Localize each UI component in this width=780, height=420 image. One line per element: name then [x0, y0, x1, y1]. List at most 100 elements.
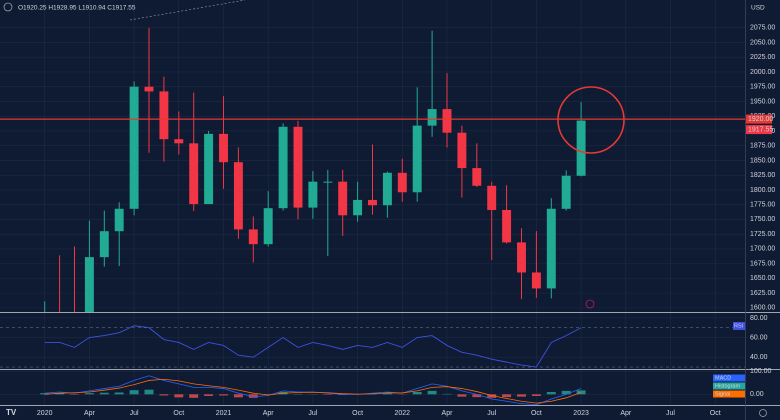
histogram-bar [204, 394, 214, 396]
histogram-bar [546, 392, 556, 395]
histogram-bar [174, 394, 184, 398]
y-tick-label: 80.00 [750, 315, 768, 322]
settings-icon[interactable] [759, 409, 767, 417]
candle-body [278, 126, 288, 209]
y-tick-label: 1625.00 [750, 290, 775, 297]
histogram-bar [502, 394, 512, 398]
candle-body [174, 139, 184, 144]
x-tick-label: Apr [620, 410, 632, 417]
legend-swatch [713, 382, 745, 390]
candle-body [144, 86, 154, 92]
indicator-panes [0, 325, 745, 406]
candle-body [576, 120, 586, 176]
symbol-icon[interactable] [3, 2, 13, 12]
histogram-bar [412, 392, 422, 395]
histogram-bar [561, 390, 571, 395]
candle-body [368, 199, 377, 206]
x-tick-label: Jul [666, 410, 675, 417]
y-tick-label: 1950.00 [750, 98, 775, 105]
histogram-bar [114, 392, 124, 395]
x-tick-label: 2020 [37, 410, 53, 417]
last-price-tag [746, 125, 772, 135]
candle-body [487, 185, 497, 210]
y-tick-label: 0.00 [750, 391, 764, 398]
histogram-bar [427, 390, 437, 395]
x-tick-label: Oct [173, 410, 184, 417]
candle-body [546, 208, 556, 289]
candle-body [189, 143, 199, 205]
indicator-tag-label: RSI [734, 323, 744, 329]
x-tick-label: 2023 [573, 410, 589, 417]
highlight-circle [557, 86, 625, 154]
y-tick-label: 1600.00 [750, 305, 775, 312]
x-tick-label: Jul [308, 410, 317, 417]
y-tick-label: 1700.00 [750, 246, 775, 253]
candle-body [517, 242, 526, 273]
ohlc-readout: O1920.25 H1928.95 L1910.94 C1917.55 [18, 5, 136, 12]
candle-body [561, 175, 571, 209]
x-tick-label: Oct [352, 410, 363, 417]
x-tick-label: Apr [442, 410, 454, 417]
candle-body [338, 181, 348, 216]
price-tag-label: 1920.00 [748, 116, 773, 123]
histogram-bar [517, 394, 526, 397]
x-tick-label: Apr [263, 410, 275, 417]
candle-body [308, 181, 318, 208]
y-tick-label: 1875.00 [750, 143, 775, 150]
histogram-bar [84, 393, 94, 395]
y-tick-label: 1825.00 [750, 172, 775, 179]
histogram-bar [189, 394, 199, 398]
currency-label[interactable]: USD [751, 5, 765, 12]
legend-swatch [713, 390, 745, 398]
candle-body [263, 208, 273, 245]
x-tick-label: Jul [130, 410, 139, 417]
candle-body [472, 168, 482, 186]
histogram-bar [576, 390, 586, 395]
y-tick-label: 1750.00 [750, 216, 775, 223]
candle-body [204, 133, 214, 205]
candle-body [353, 199, 363, 216]
grid [0, 0, 745, 405]
signal-line [44, 378, 582, 404]
y-tick-label: 1650.00 [750, 275, 775, 282]
event-icon[interactable] [585, 299, 595, 309]
candle-body [397, 172, 407, 193]
candle-body [382, 172, 392, 206]
legend-label: Histogram [715, 383, 740, 389]
indicator-tag [733, 322, 745, 330]
x-tick-label: Oct [531, 410, 542, 417]
trend-line [129, 0, 246, 21]
candle-body [219, 133, 228, 163]
histogram-bar [382, 393, 392, 395]
histogram-bar [233, 394, 243, 398]
y-tick-label: 2050.00 [750, 39, 775, 46]
histogram-bar [129, 390, 139, 395]
histogram-bar [55, 393, 65, 395]
histogram-bar [487, 394, 497, 398]
x-tick-label: Apr [84, 410, 96, 417]
candle-body [427, 109, 437, 126]
logo: TV [6, 408, 17, 417]
y-tick-label: 1675.00 [750, 260, 775, 267]
y-tick-label: 1775.00 [750, 202, 775, 209]
legend-swatch [713, 374, 745, 382]
legend-label: MACD [715, 375, 731, 381]
histogram-bar [219, 394, 228, 396]
price-pane [0, 27, 745, 312]
y-tick-label: 2000.00 [750, 69, 775, 76]
x-tick-label: Oct [710, 410, 721, 417]
last-price-label: 1917.55 [748, 126, 773, 133]
rsi-line [44, 325, 582, 368]
legend-label: Signal [715, 391, 730, 397]
candle-body [412, 125, 422, 193]
y-tick-label: 2025.00 [750, 54, 775, 61]
histogram-bar [159, 394, 169, 396]
candle-body [457, 132, 467, 169]
histogram-bar [457, 394, 467, 397]
candle-body [531, 272, 541, 289]
histogram-bar [248, 394, 258, 398]
candle-body [233, 162, 243, 230]
y-tick-label: 1850.00 [750, 157, 775, 164]
